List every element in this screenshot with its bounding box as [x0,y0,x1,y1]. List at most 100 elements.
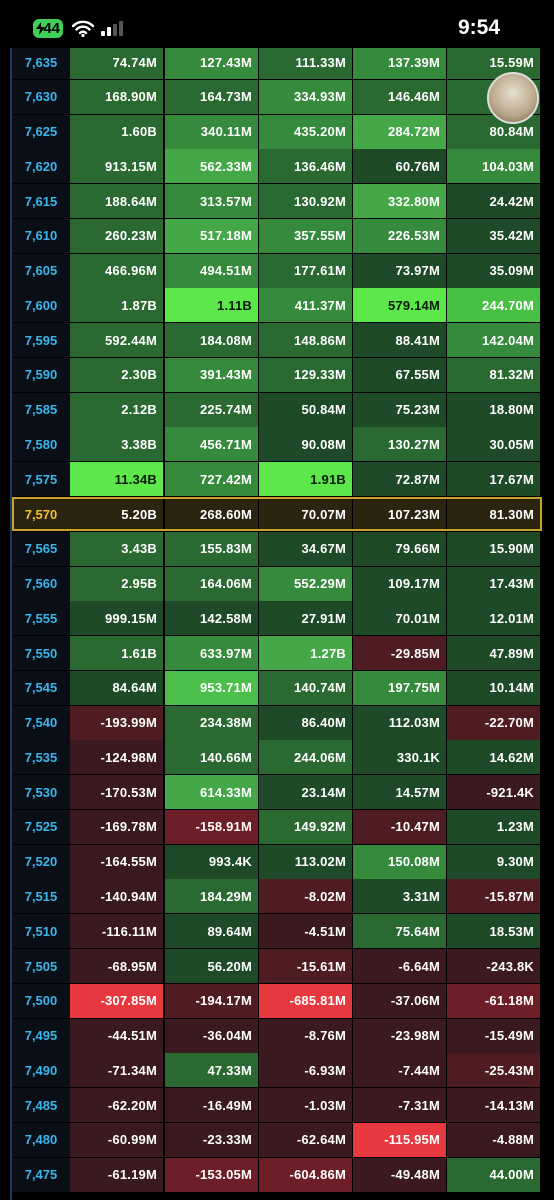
heat-cell: 30.05M [447,427,540,462]
heat-cell: 1.91B [259,462,352,497]
heat-cell: 113.02M [259,844,352,879]
heat-cell: 90.08M [259,427,352,462]
strike-label: 7,495 [12,1018,70,1053]
heat-cell: 146.46M [353,79,446,114]
heat-cell: -61.19M [70,1157,163,1192]
heat-cell: 137.39M [353,45,446,79]
heat-cell: 15.59M [447,45,540,79]
battery-level: 44 [43,20,60,37]
strike-label: 7,620 [12,149,70,184]
heat-cell: -23.98M [353,1018,446,1053]
heat-cell: 1.27B [259,636,352,671]
heat-cell: 184.08M [165,323,258,358]
heat-cell: 592.44M [70,323,163,358]
heat-cell: -61.18M [447,983,540,1018]
heat-cell: -37.06M [353,983,446,1018]
heat-cell: 56.20M [165,949,258,984]
heat-cell: 75.64M [353,914,446,949]
heat-cell: 47.33M [165,1053,258,1088]
heat-cell: -62.20M [70,1088,163,1123]
heat-cell: 129.33M [259,357,352,392]
heat-cell: 18.80M [447,392,540,427]
heat-cell: -170.53M [70,775,163,810]
strike-label: 7,520 [12,844,70,879]
heat-cell: -8.76M [259,1018,352,1053]
heat-cell: 34.67M [259,531,352,566]
heat-cell: 81.32M [447,357,540,392]
heat-cell: 1.87B [70,288,163,323]
heat-cell: 2.95B [70,566,163,601]
heat-cell: 579.14M [353,288,446,323]
heat-cell: 5.20B [70,497,163,531]
strike-label: 7,525 [12,809,70,844]
strike-label: 7,515 [12,879,70,914]
heat-cell: 164.73M [165,79,258,114]
strike-label: 7,485 [12,1088,70,1123]
heat-cell: 150.08M [353,844,446,879]
heat-cell: -7.31M [353,1088,446,1123]
heat-cell: 177.61M [259,253,352,288]
heat-cell: 74.74M [70,45,163,79]
heat-cell: 50.84M [259,392,352,427]
heat-cell: 313.57M [165,184,258,219]
heat-cell: 330.1K [353,740,446,775]
heat-cell: -6.64M [353,949,446,984]
heat-cell: 142.58M [165,601,258,636]
heat-cell: 127.43M [165,45,258,79]
heat-cell: 913.15M [70,149,163,184]
heat-cell: 244.70M [447,288,540,323]
heat-cell: 35.42M [447,218,540,253]
heat-cell: -153.05M [165,1157,258,1192]
heat-cell: 197.75M [353,670,446,705]
strike-label: 7,500 [12,983,70,1018]
heat-cell: 188.64M [70,184,163,219]
heat-cell: -15.49M [447,1018,540,1053]
heat-cell: -68.95M [70,949,163,984]
heat-cell: 149.92M [259,809,352,844]
strike-label: 7,595 [12,323,70,358]
heat-cell: 70.07M [259,497,352,531]
heat-cell: 14.57M [353,775,446,810]
heat-cell: -10.47M [353,809,446,844]
heat-cell: 184.29M [165,879,258,914]
heat-cell: -921.4K [447,775,540,810]
heat-cell: 140.66M [165,740,258,775]
avatar[interactable] [487,72,539,124]
heat-cell: 27.91M [259,601,352,636]
heat-cell: 44.00M [447,1157,540,1192]
heat-cell: 3.38B [70,427,163,462]
strike-label: 7,630 [12,79,70,114]
heat-cell: -4.51M [259,914,352,949]
heat-cell: 35.09M [447,253,540,288]
heat-cell: 494.51M [165,253,258,288]
heat-cell: -15.87M [447,879,540,914]
strike-label: 7,590 [12,357,70,392]
edge-line [10,48,12,1200]
heat-cell: 332.80M [353,184,446,219]
strike-label: 7,535 [12,740,70,775]
heat-cell: -62.64M [259,1122,352,1157]
strike-label: 7,610 [12,218,70,253]
heat-cell: 15.90M [447,531,540,566]
heat-cell: 17.43M [447,566,540,601]
heat-cell: 953.71M [165,670,258,705]
heat-cell: 109.17M [353,566,446,601]
heat-cell: -49.48M [353,1157,446,1192]
heat-cell: 1.60B [70,114,163,149]
heat-cell: -23.33M [165,1122,258,1157]
heat-cell: 130.92M [259,184,352,219]
heat-cell: -193.99M [70,705,163,740]
heat-cell: 9.30M [447,844,540,879]
heat-cell: 562.33M [165,149,258,184]
heat-cell: 12.01M [447,601,540,636]
strike-label: 7,505 [12,949,70,984]
strike-label: 7,615 [12,184,70,219]
heat-cell: 14.62M [447,740,540,775]
strike-label: 7,475 [12,1157,70,1192]
heat-cell: -115.95M [353,1122,446,1157]
heat-cell: 107.23M [353,497,446,531]
strike-label: 7,605 [12,253,70,288]
strike-label: 7,490 [12,1053,70,1088]
